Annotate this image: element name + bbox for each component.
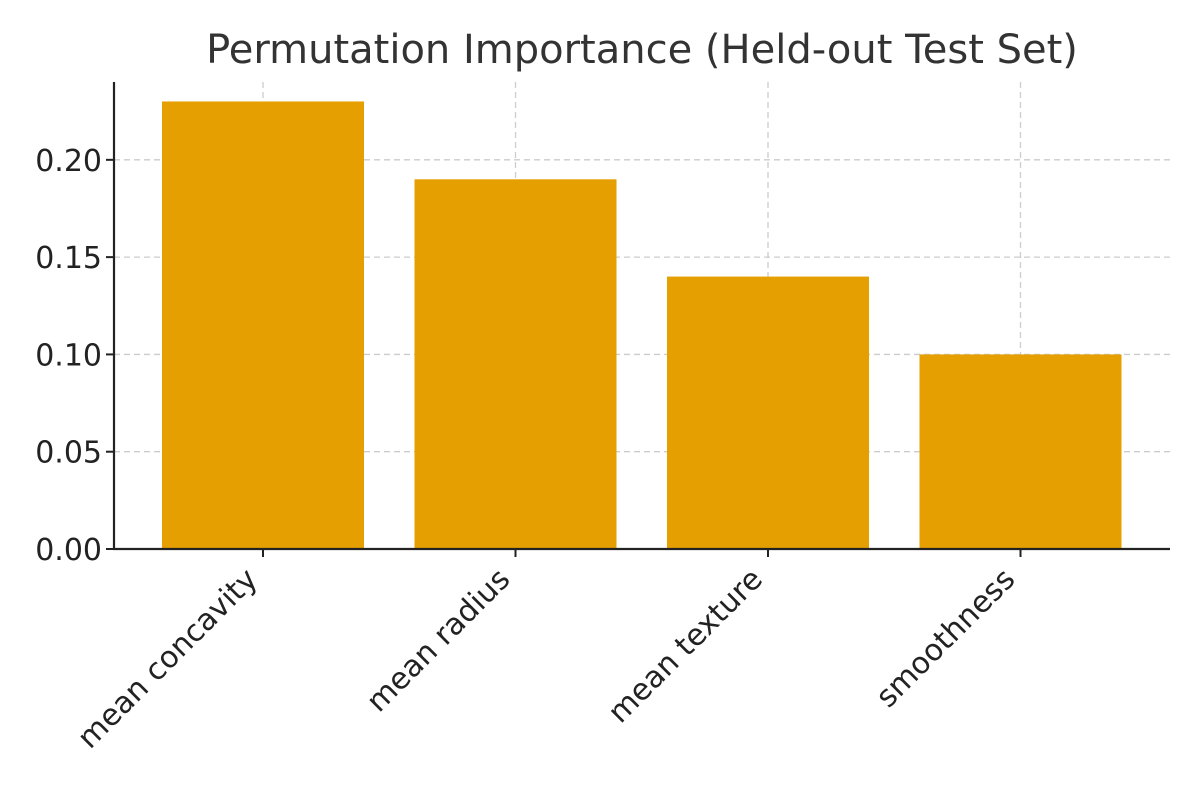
chart-title: Permutation Importance (Held-out Test Se…	[206, 27, 1078, 73]
y-tick-label: 0.05	[35, 436, 102, 471]
bar-mean-radius	[414, 179, 617, 549]
y-tick-label: 0.15	[35, 241, 102, 276]
x-tick-label: mean radius	[360, 562, 517, 719]
x-tick-label: mean texture	[601, 562, 769, 730]
y-tick-label: 0.20	[35, 144, 102, 179]
bar-mean-texture	[667, 276, 869, 549]
y-axis-ticks: 0.00 0.05 0.10 0.15 0.20	[35, 144, 114, 568]
y-tick-label: 0.00	[35, 533, 102, 568]
bar-smoothness	[919, 354, 1122, 549]
y-tick-label: 0.10	[35, 338, 102, 373]
x-tick-label: mean concavity	[71, 562, 265, 756]
x-axis-ticks: mean concavity mean radius mean texture smo…	[71, 549, 1022, 756]
x-tick-label: smoothness	[869, 562, 1022, 715]
bars	[162, 101, 1122, 549]
bar-mean-concavity	[162, 101, 364, 549]
